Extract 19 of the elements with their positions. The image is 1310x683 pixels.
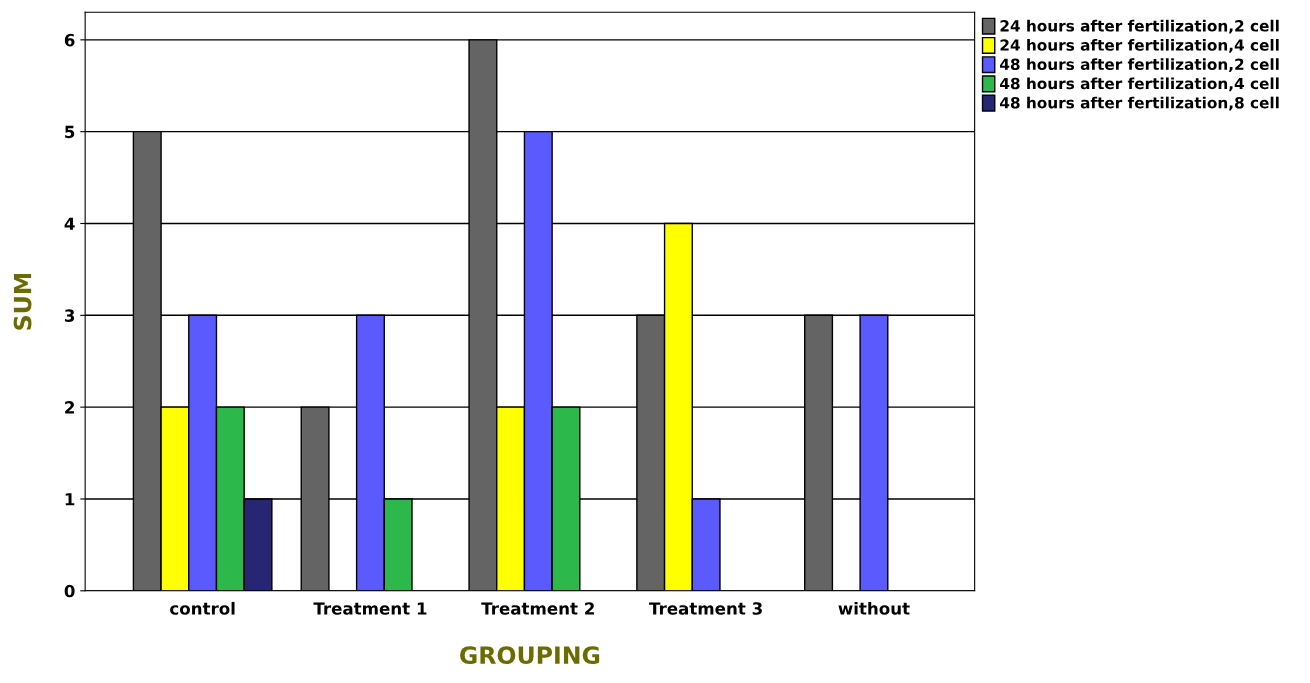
x-tick-label: without [838,601,910,615]
y-tick-label: 1 [65,493,75,506]
x-tick-label: control [170,601,235,615]
y-tick-label: 5 [65,125,75,139]
x-tick-label: Treatment 1 [313,602,427,615]
y-tick-label: 4 [64,217,75,230]
y-tick-label: 2 [65,401,74,414]
legend-label: 24 hours after fertilization,2 cell [1000,19,1279,34]
x-tick-label: Treatment 3 [649,602,762,615]
y-tick-label: 0 [64,584,75,598]
legend-label: 48 hours after fertilization,4 cell [1000,77,1279,92]
legend-label: 48 hours after fertilization,2 cell [1000,58,1279,72]
y-tick-label: 6 [64,33,75,47]
y-tick-label: 3 [64,309,75,322]
x-tick-label: Treatment 2 [481,602,594,615]
x-axis-title: GROUPING [460,646,600,665]
legend-label: 24 hours after fertilization,4 cell [1000,39,1279,53]
legend-label: 48 hours after fertilization,8 cell [1000,96,1279,111]
y-axis-title: SUM [13,273,32,330]
